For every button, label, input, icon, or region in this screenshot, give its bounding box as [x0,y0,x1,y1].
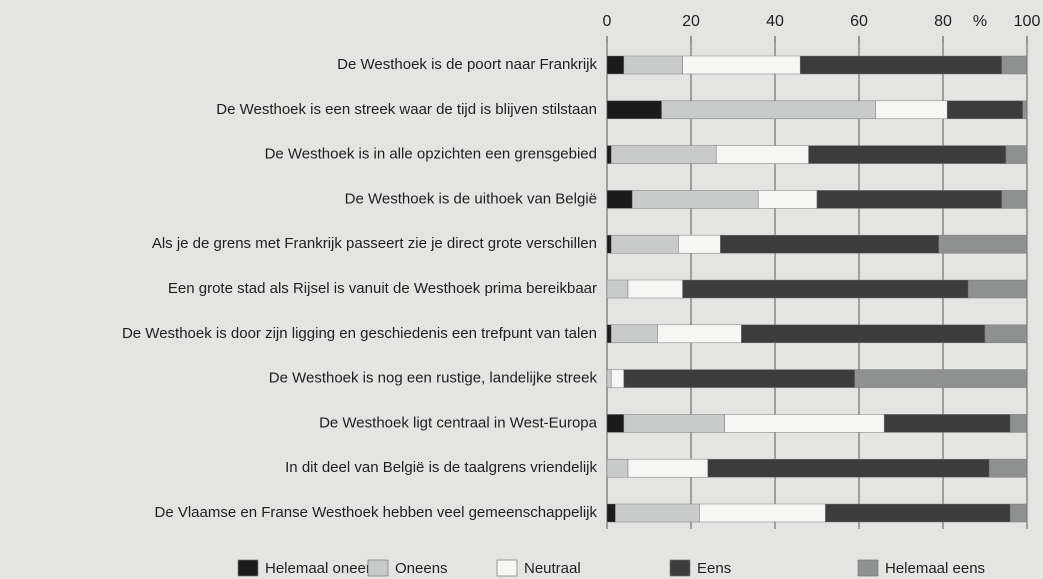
bar-segment [883,414,1011,433]
legend-swatch [367,559,389,577]
bar-segment [606,100,662,120]
x-tick-label: 100 [1014,13,1041,30]
bar-segment [816,190,1003,209]
bar-segment [610,145,717,164]
x-tick-label: 0 [603,13,612,30]
bar-segment [988,458,1028,478]
bar-segment [1009,414,1028,433]
bar-segment [606,324,612,344]
bar-segment [606,369,612,388]
bar-segment [623,414,725,433]
unit-label: % [973,13,987,30]
bar-segment [627,458,709,478]
bar-segment [875,100,948,120]
bar-segment [984,324,1028,344]
bar-segment [699,503,826,523]
bar-segment [741,324,986,344]
x-tick-label: 60 [850,13,868,30]
legend-swatch [669,559,691,577]
bar-segment [606,458,629,478]
bar-segment [623,369,856,388]
bar-segment [615,503,700,523]
bar-segment [1009,503,1028,523]
y-tick-label: De Westhoek is de poort naar Frankrijk [337,56,597,73]
bar-segment [720,234,940,254]
bar-segment [610,369,625,388]
bar-segment [606,55,625,75]
y-tick-label: De Vlaamse en Franse Westhoek hebben vee… [155,504,598,521]
bar-segment [715,145,809,164]
bar-segment [946,100,1024,120]
bar-segment [938,234,1028,254]
bar-segment [825,503,1011,523]
bar-segment [627,279,683,299]
legend-swatch [237,559,259,577]
legend-label: Neutraal [524,560,581,577]
bar-segment [606,414,625,433]
bar-segment [631,190,759,209]
bar-segment [661,100,877,120]
bar-segment [682,279,969,299]
bar-segment [682,55,801,75]
y-tick-label: Een grote stad als Rijsel is vanuit de W… [168,280,597,297]
bar-segment [799,55,1003,75]
y-tick-label: De Westhoek is een streek waar de tijd i… [216,101,597,118]
bar-segment [606,503,616,523]
bar-segment [707,458,990,478]
y-tick-label: De Westhoek ligt centraal in West-Europa [319,414,598,431]
bar-segment [623,55,683,75]
bar-segment [606,234,612,254]
bar-segment [724,414,885,433]
bar-segment [1001,55,1028,75]
legend-label: Oneens [395,560,448,577]
y-tick-label: In dit deel van België is de taalgrens v… [285,459,597,476]
bar-segment [657,324,742,344]
y-tick-label: De Westhoek is door zijn ligging en gesc… [122,325,597,342]
bar-segment [610,234,679,254]
y-tick-label: De Westhoek is de uithoek van België [345,190,597,207]
legend-swatch [496,559,518,577]
bar-segment [967,279,1028,299]
legend-label: Eens [697,560,731,577]
bar-segment [808,145,1007,164]
bar-segment [757,190,818,209]
x-tick-label: 80 [934,13,952,30]
bar-segment [1001,190,1028,209]
y-tick-label: Als je de grens met Frankrijk passeert z… [152,235,597,252]
x-tick-label: 40 [766,13,784,30]
bar-segment [606,279,629,299]
bar-segment [606,190,633,209]
bar-segment [854,369,1028,388]
x-tick-label: 20 [682,13,700,30]
bar-segment [678,234,721,254]
legend-swatch [857,559,879,577]
y-tick-label: De Westhoek is nog een rustige, landelij… [269,370,598,387]
legend-label: Helemaal eens [885,560,985,577]
y-tick-label: De Westhoek is in alle opzichten een gre… [265,146,597,163]
bar-segment [606,145,612,164]
bar-segment [1022,100,1028,120]
bar-segment [610,324,658,344]
legend-label: Helemaal oneens [265,560,382,577]
bar-segment [1005,145,1028,164]
